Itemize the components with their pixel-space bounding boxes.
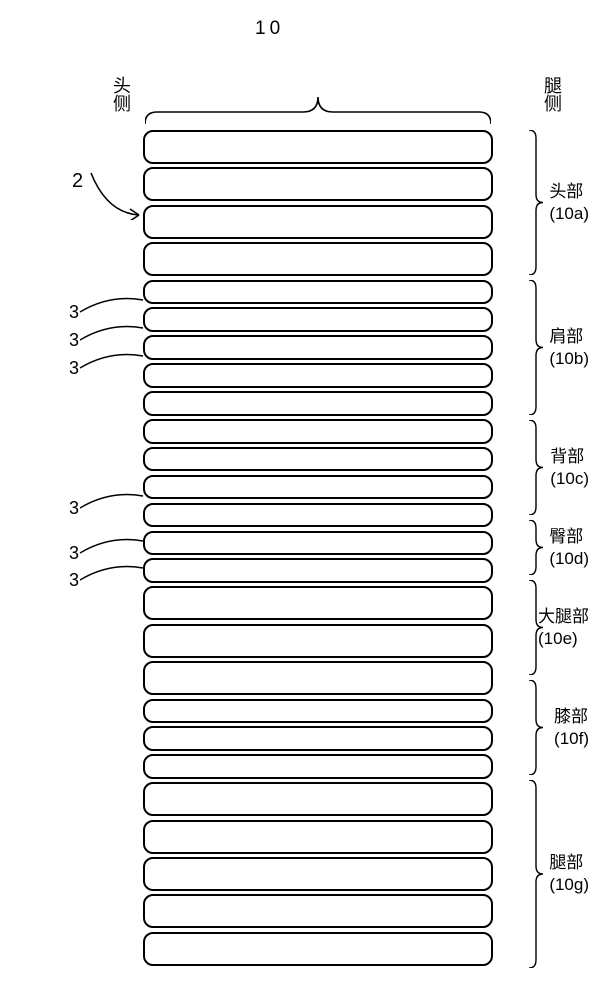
slat [143, 307, 493, 332]
lead-line [80, 294, 140, 314]
section-brace [529, 680, 543, 775]
section-code: (10g) [549, 874, 589, 896]
section-name: 臀部 [549, 526, 589, 548]
slat [143, 699, 493, 724]
section-code: (10e) [538, 628, 589, 650]
mattress [143, 130, 493, 966]
slat [143, 447, 493, 472]
slat [143, 242, 493, 276]
section-label: 头部(10a) [549, 181, 589, 225]
slat [143, 782, 493, 816]
section-label: 大腿部(10e) [538, 606, 589, 650]
section-name: 背部 [550, 446, 589, 468]
slat [143, 932, 493, 966]
section-name: 大腿部 [538, 606, 589, 628]
arrow-icon [89, 165, 141, 220]
section-brace [529, 520, 543, 575]
lead-number: 3 [69, 302, 79, 323]
section-label: 膝部(10f) [554, 706, 589, 750]
slat [143, 475, 493, 500]
slat [143, 391, 493, 416]
figure-number: 2 [72, 170, 83, 193]
section-code: (10f) [554, 728, 589, 750]
slat [143, 661, 493, 695]
slat [143, 280, 493, 305]
section-label: 腿部(10g) [549, 852, 589, 896]
section-brace [529, 780, 543, 968]
slat [143, 820, 493, 854]
section-label: 臀部(10d) [549, 526, 589, 570]
slat [143, 857, 493, 891]
slat [143, 503, 493, 528]
slat [143, 363, 493, 388]
section-label: 背部(10c) [550, 446, 589, 490]
section-brace [529, 420, 543, 515]
slat [143, 531, 493, 556]
section-name: 腿部 [549, 852, 589, 874]
slat [143, 335, 493, 360]
lead-number: 3 [69, 358, 79, 379]
lead-line [80, 562, 140, 582]
top-brace [145, 92, 491, 124]
slat [143, 419, 493, 444]
section-brace [529, 280, 543, 415]
section-code: (10c) [550, 468, 589, 490]
section-name: 头部 [549, 181, 589, 203]
section-brace [529, 130, 543, 275]
lead-number: 3 [69, 498, 79, 519]
section-code: (10b) [549, 348, 589, 370]
slat [143, 167, 493, 201]
lead-number: 3 [69, 570, 79, 591]
slat [143, 754, 493, 779]
slat [143, 205, 493, 239]
lead-line [80, 322, 140, 342]
slat [143, 894, 493, 928]
section-name: 膝部 [554, 706, 589, 728]
lead-line [80, 350, 140, 370]
lead-number: 3 [69, 543, 79, 564]
head-side-label: 头侧 [108, 76, 134, 112]
slat [143, 586, 493, 620]
lead-line [80, 490, 140, 510]
top-number: 10 [255, 18, 284, 40]
section-name: 肩部 [549, 326, 589, 348]
leg-side-label: 腿侧 [539, 76, 565, 112]
slat [143, 624, 493, 658]
slat [143, 130, 493, 164]
slat [143, 726, 493, 751]
lead-number: 3 [69, 330, 79, 351]
lead-line [80, 535, 140, 555]
section-code: (10d) [549, 548, 589, 570]
slat [143, 558, 493, 583]
section-code: (10a) [549, 203, 589, 225]
section-label: 肩部(10b) [549, 326, 589, 370]
